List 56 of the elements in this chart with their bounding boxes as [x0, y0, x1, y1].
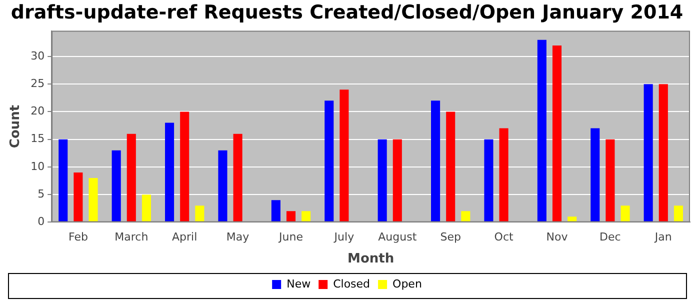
legend-label: New — [286, 277, 311, 290]
bar — [195, 206, 204, 222]
bar — [180, 112, 190, 222]
x-tick-label: April — [172, 230, 198, 244]
bar — [620, 206, 630, 222]
y-tick-label: 5 — [38, 187, 45, 200]
y-tick-label: 10 — [30, 160, 45, 173]
bar — [431, 100, 440, 222]
bar — [165, 122, 174, 222]
bar — [537, 40, 546, 222]
x-tick-label: August — [378, 230, 418, 244]
x-tick-label: Sep — [440, 230, 461, 244]
legend-label: Open — [392, 277, 422, 290]
bar — [658, 84, 668, 222]
x-tick-label: Dec — [600, 230, 621, 244]
bar — [340, 90, 349, 222]
bar — [484, 139, 494, 222]
bar — [324, 100, 334, 222]
bar — [302, 211, 311, 222]
bar — [286, 211, 296, 222]
bar — [271, 200, 280, 222]
y-axis-title: Count — [8, 104, 24, 148]
bar — [142, 194, 151, 222]
y-tick-label: 15 — [30, 132, 45, 146]
bar — [674, 206, 683, 222]
bar — [446, 112, 456, 222]
x-tick-label: Jan — [654, 230, 672, 244]
x-tick-label: May — [226, 230, 250, 244]
bar — [88, 178, 98, 222]
y-tick-label: 0 — [38, 215, 45, 228]
x-tick-label: Feb — [68, 230, 88, 244]
bar — [461, 211, 470, 222]
bar — [499, 128, 508, 222]
x-tick-label: July — [333, 230, 355, 244]
y-tick-label: 25 — [30, 76, 45, 90]
bar — [552, 45, 562, 222]
bar — [392, 139, 402, 222]
x-tick-label: Oct — [494, 230, 514, 244]
x-tick-label: March — [114, 230, 148, 244]
bar — [590, 128, 600, 222]
bar — [233, 134, 242, 222]
bar — [218, 150, 228, 222]
bar — [644, 84, 653, 222]
x-tick-label: June — [278, 230, 304, 244]
legend-label: Closed — [333, 277, 370, 290]
bar — [126, 134, 136, 222]
y-tick-label: 20 — [30, 104, 45, 118]
bar — [112, 150, 121, 222]
y-tick-label: 30 — [30, 49, 45, 62]
x-tick-label: Nov — [546, 230, 568, 244]
bar — [58, 139, 68, 222]
bar — [606, 139, 615, 222]
chart-title: drafts-update-ref Requests Created/Closed/Open January 2014 — [10, 1, 684, 24]
bar — [74, 172, 83, 222]
x-axis-title: Month — [348, 252, 394, 267]
bar — [378, 139, 387, 222]
